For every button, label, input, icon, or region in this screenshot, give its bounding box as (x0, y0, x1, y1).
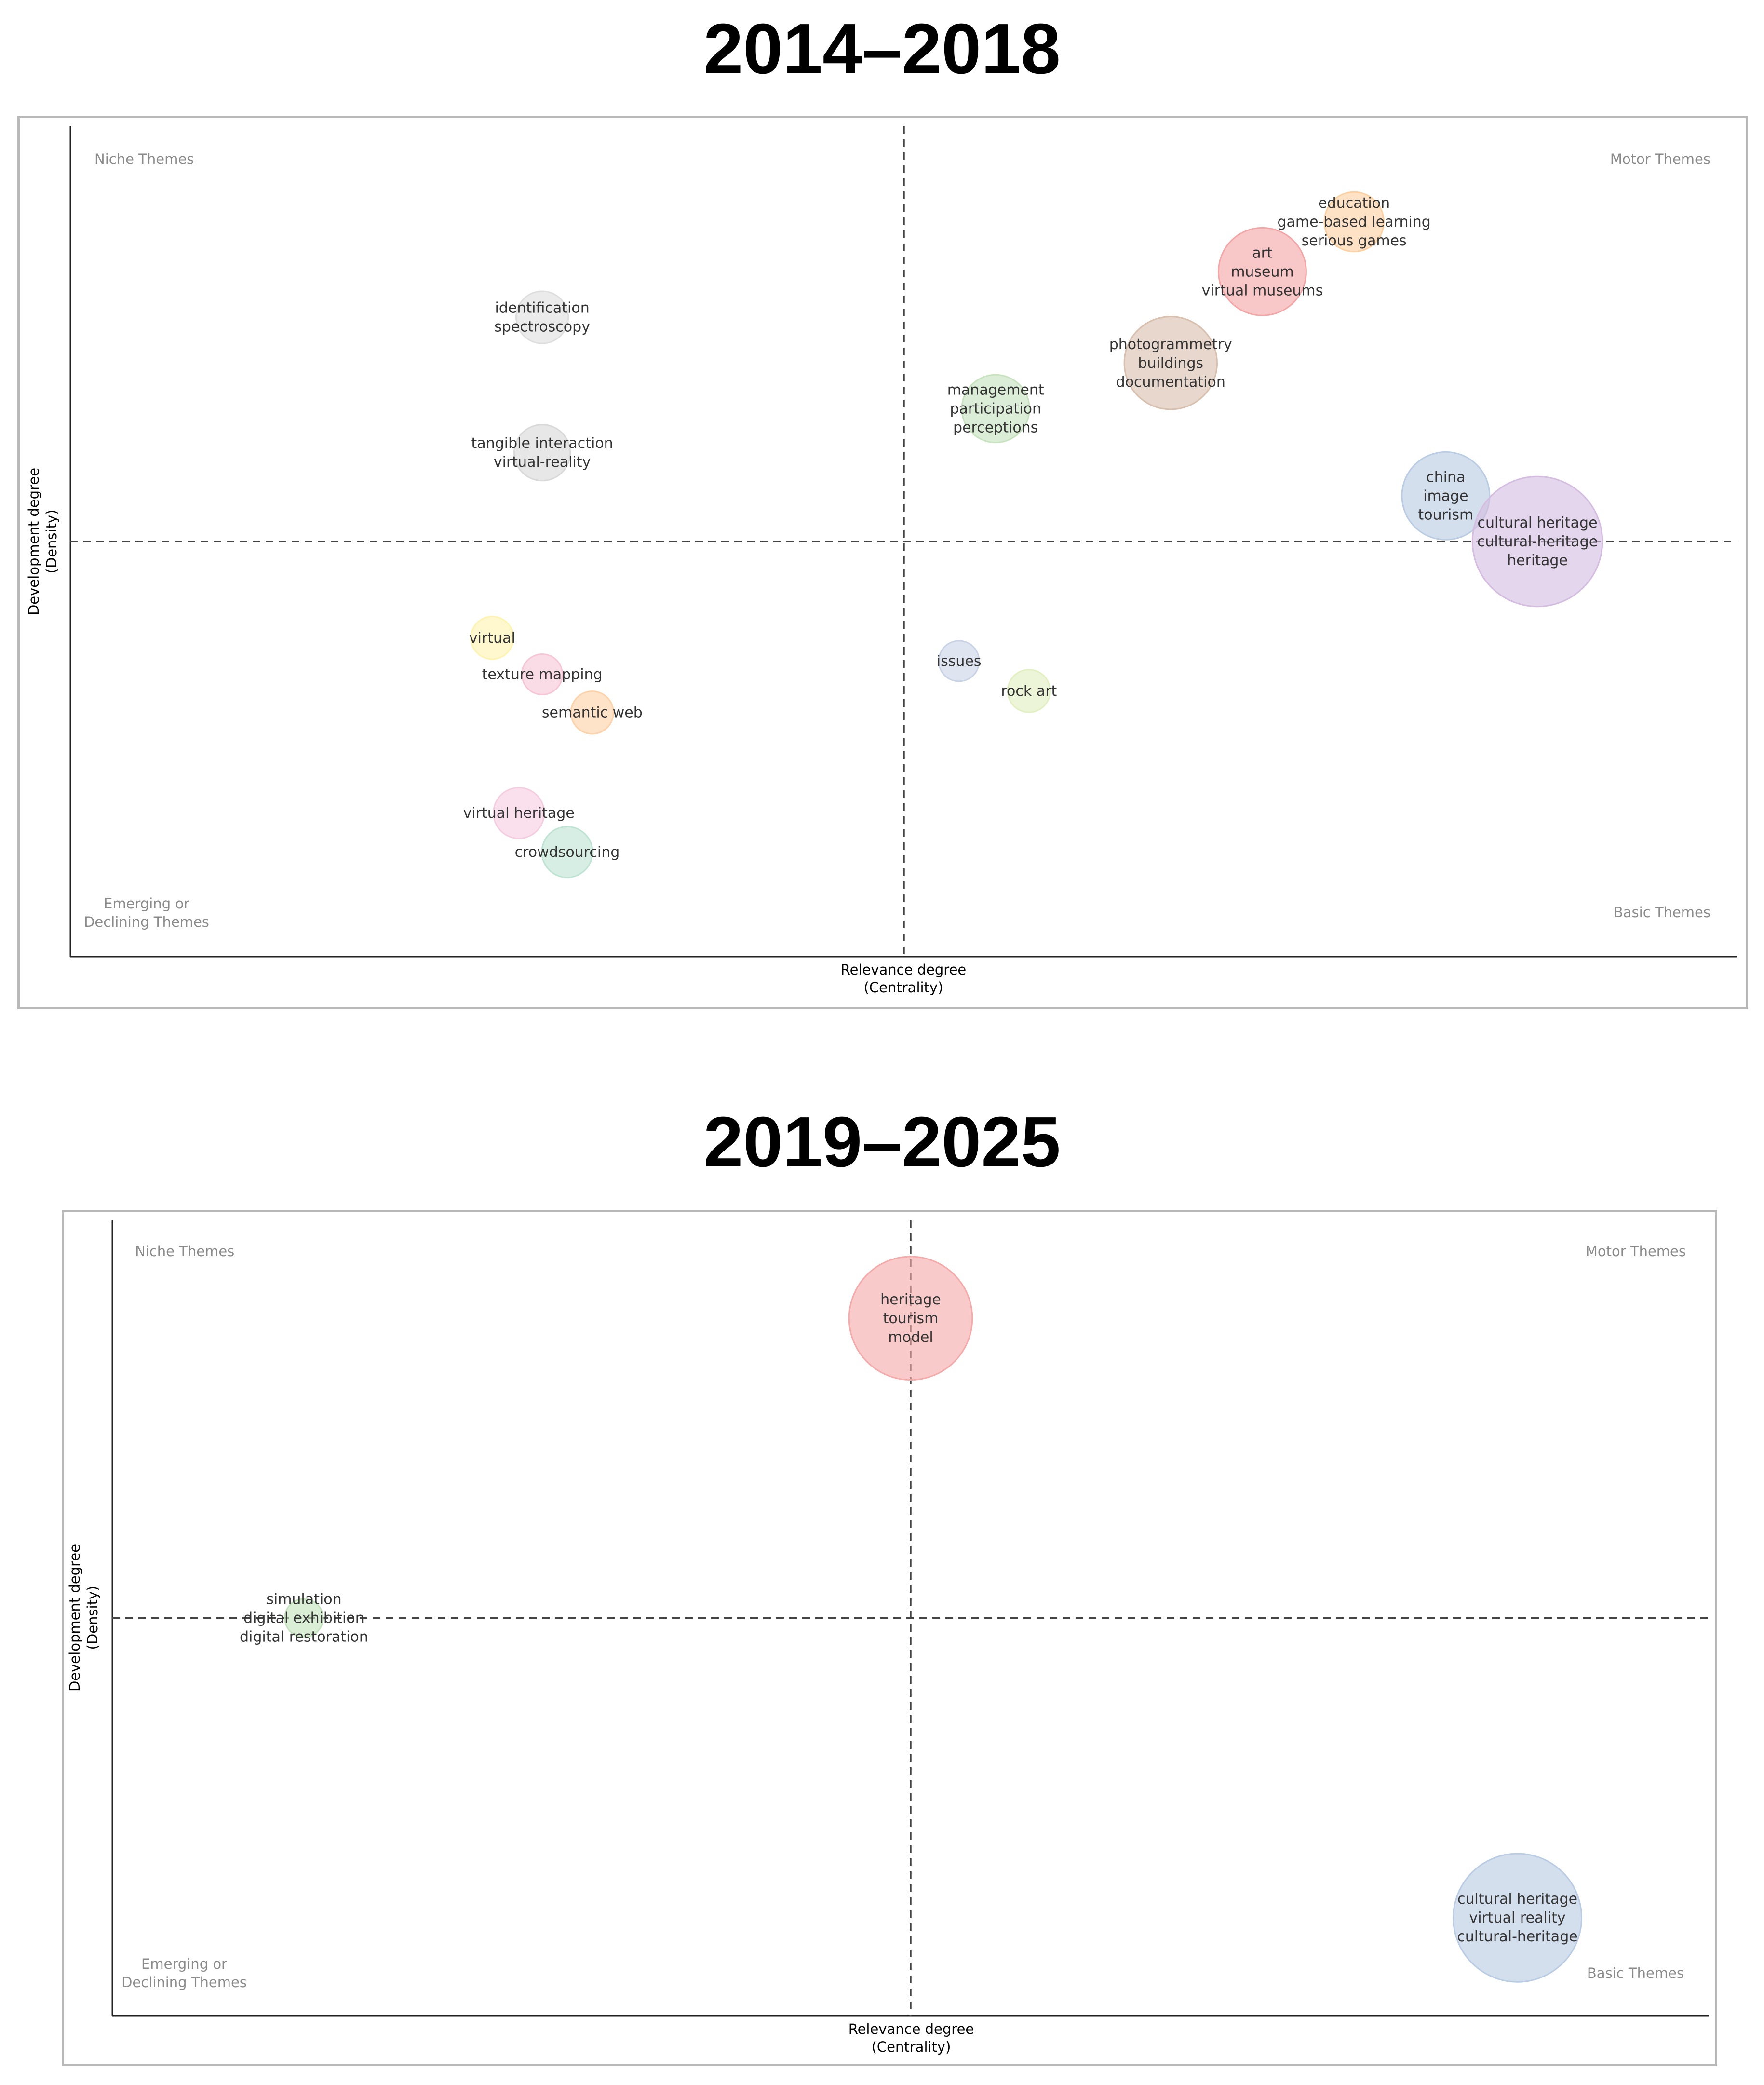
bubble-label-photogrammetry: photogrammetry (1109, 336, 1232, 353)
quadrant-label-emerging: Emerging or (141, 1956, 227, 1972)
bubble-rock-art (1007, 669, 1051, 713)
quadrant-label-basic: Basic Themes (1614, 904, 1710, 921)
bubble-label-image: image (1423, 487, 1468, 504)
bubble-china (1401, 451, 1491, 541)
quadrant-label-emerging: Declining Themes (84, 914, 209, 930)
bubble-label-cultural-heritage: cultural-heritage (1477, 533, 1598, 550)
quadrant-label-motor: Motor Themes (1610, 151, 1710, 167)
bubble-label-management: management (947, 381, 1044, 398)
bubble-label-documentation: documentation (1116, 374, 1225, 391)
quadrant-label-niche: Niche Themes (94, 151, 194, 167)
x-axis-title: Relevance degree (848, 2021, 974, 2037)
bubble-label-simulation: simulation (266, 1591, 341, 1608)
bubble-label-texture-mapping: texture mapping (482, 666, 603, 683)
chart-frame-2014-2018 (17, 116, 1748, 1009)
bubble-label-game-based-learning: game-based learning (1277, 214, 1430, 230)
bubble-label-perceptions: perceptions (953, 419, 1038, 436)
bubble-label-heritage: heritage (1507, 552, 1568, 569)
bubble-semantic-web (570, 690, 614, 735)
bubble-label-issues: issues (937, 653, 982, 670)
bubble-label-virtual-reality: virtual reality (1469, 1909, 1565, 1926)
bubble-crowdsourcing (541, 826, 593, 879)
bubble-label-spectroscopy: spectroscopy (494, 319, 590, 336)
bubble-label-participation: participation (950, 400, 1041, 417)
bubble-photogrammetry (1123, 316, 1218, 410)
bubble-simulation (284, 1598, 324, 1638)
bubble-virtual (470, 616, 514, 660)
x-axis-title: Relevance degree (841, 961, 967, 978)
bubble-label-semantic-web: semantic web (542, 704, 643, 721)
bubble-label-museum: museum (1231, 263, 1294, 280)
bubble-label-cultural-heritage: cultural heritage (1457, 1891, 1577, 1908)
bubble-label-heritage: heritage (880, 1291, 941, 1308)
bubble-label-virtual-heritage: virtual heritage (463, 805, 575, 822)
bubble-label-education: education (1318, 195, 1390, 212)
bubble-education (1323, 191, 1385, 253)
x-axis-title: (Centrality) (872, 2039, 951, 2055)
bubble-management (961, 374, 1030, 444)
bubble-label-tourism: tourism (883, 1310, 939, 1327)
quadrant-label-niche: Niche Themes (135, 1243, 234, 1259)
y-axis-title-group: Development degree (Density) (67, 1544, 101, 1692)
quadrant-label-basic: Basic Themes (1587, 1965, 1684, 1981)
bubble-label-tourism: tourism (1418, 506, 1474, 523)
bubble-label-model: model (888, 1329, 933, 1346)
bubble-label-virtual-reality: virtual-reality (494, 454, 591, 471)
bubble-label-buildings: buildings (1138, 355, 1203, 372)
bubble-label-art: art (1252, 244, 1273, 261)
bubble-label-cultural-heritage: cultural heritage (1478, 514, 1598, 531)
x-axis-title: (Centrality) (864, 979, 943, 996)
bubble-texture-mapping (521, 653, 564, 696)
bubble-label-virtual: virtual (469, 630, 515, 647)
quadrant-label-emerging: Emerging or (104, 895, 189, 912)
bubble-label-rock-art: rock art (1001, 683, 1057, 700)
chart-title-2019-2025: 2019–2025 (703, 1102, 1061, 1182)
bubble-virtual-heritage (493, 786, 545, 839)
bubble-label-tangible-interaction: tangible interaction (471, 435, 613, 452)
y-axis-title-group: Development degree (Density) (26, 468, 60, 615)
bubble-label-digital-restoration: digital restoration (240, 1629, 368, 1646)
bubble-label-crowdsourcing: crowdsourcing (515, 844, 620, 861)
strategic-diagram-2014-2018: Niche Themes Motor Themes Emerging or Decli… (26, 126, 1737, 996)
bubble-label-virtual-museums: virtual museums (1202, 282, 1323, 299)
bubble-label-china: china (1426, 469, 1465, 486)
bubble-label-digital-exhibition: digital exhibition (243, 1610, 364, 1627)
y-axis-title: Development degree (67, 1544, 83, 1692)
quadrant-label-emerging: Declining Themes (121, 1974, 247, 1990)
bubble-label-identification: identification (495, 300, 590, 317)
chart-title-2014-2018: 2014–2018 (703, 9, 1061, 89)
bubble-issues (938, 640, 980, 682)
bubble-cultural-heritage (1471, 475, 1603, 608)
y-axis-title: (Density) (43, 510, 60, 574)
bubble-cultural-heritage (1453, 1853, 1583, 1983)
bubble-art (1218, 227, 1307, 316)
chart-frame-2019-2025 (62, 1210, 1717, 2066)
y-axis-title: (Density) (84, 1586, 101, 1650)
bubble-label-cultural-heritage: cultural-heritage (1457, 1928, 1577, 1945)
bubble-identification (515, 290, 569, 344)
bubble-tangible-interaction (513, 424, 571, 482)
bubble-heritage (848, 1256, 973, 1381)
quadrant-label-motor: Motor Themes (1586, 1243, 1686, 1259)
bubble-label-serious-games: serious games (1302, 232, 1407, 249)
y-axis-title: Development degree (26, 468, 42, 615)
